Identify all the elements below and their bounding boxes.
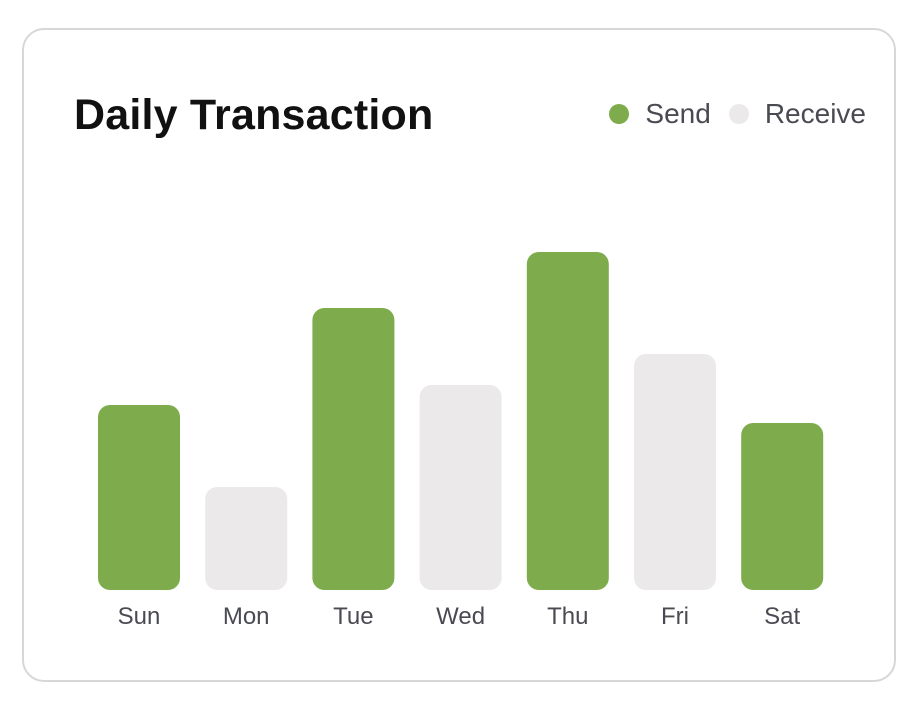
legend-item-receive: Receive <box>728 96 866 132</box>
x-tick-label-sat: Sat <box>764 603 800 630</box>
chart-legend: Send Receive <box>609 96 866 132</box>
legend-receive-label: Receive <box>764 98 866 129</box>
x-tick-label-tue: Tue <box>333 603 373 630</box>
x-tick-label-sun: Sun <box>118 603 161 630</box>
bar-thu <box>526 252 609 590</box>
bar-fri <box>634 354 716 590</box>
bar-wed <box>419 385 502 590</box>
chart-title: Daily Transaction <box>74 91 434 139</box>
x-tick-label-fri: Fri <box>661 603 689 630</box>
legend-receive-dot-icon <box>728 104 749 124</box>
bar-mon <box>205 487 288 590</box>
legend-send-label: Send <box>645 98 711 129</box>
bar-tue <box>312 308 395 590</box>
legend-send-dot-icon <box>609 104 630 124</box>
x-tick-label-wed: Wed <box>436 603 485 630</box>
x-tick-label-thu: Thu <box>547 603 588 630</box>
bar-sun <box>98 405 180 590</box>
x-tick-label-mon: Mon <box>223 603 270 630</box>
bar-sat <box>741 423 824 590</box>
legend-item-send: Send <box>609 96 711 132</box>
